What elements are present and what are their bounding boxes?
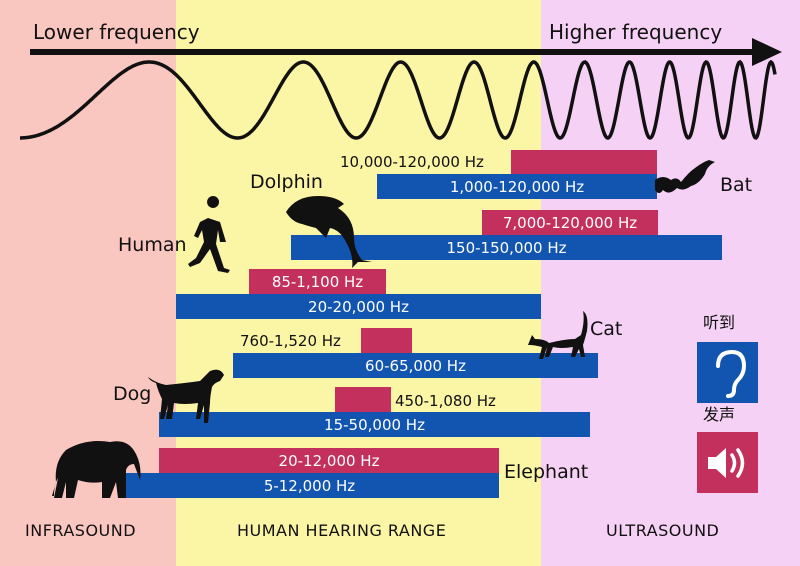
frequency-wave <box>20 59 777 140</box>
human-runner-icon <box>188 196 230 273</box>
dolphin-hearing-bar: 150-150,000 Hz <box>291 235 722 260</box>
cat-label: Cat <box>590 318 623 340</box>
dog-vocal-bar <box>335 387 391 412</box>
elephant-hearing-bar: 5-12,000 Hz <box>120 473 499 498</box>
bat-vocal-label: 10,000-120,000 Hz <box>340 153 484 171</box>
bat-label: Bat <box>720 174 753 196</box>
cat-icon <box>528 311 588 359</box>
human-vocal-bar: 85-1,100 Hz <box>249 269 386 294</box>
dolphin-icon <box>286 196 372 268</box>
speaker-icon <box>697 432 758 493</box>
dolphin-label: Dolphin <box>250 171 323 193</box>
elephant-icon <box>52 441 141 498</box>
arrow-head-icon <box>752 38 782 66</box>
speak-legend-label: 发声 <box>703 405 736 424</box>
human-hearing-range-label: HUMAN HEARING RANGE <box>237 521 447 540</box>
cat-vocal-bar <box>361 328 412 353</box>
dog-icon <box>148 369 224 423</box>
bat-hearing-bar: 1,000-120,000 Hz <box>377 174 657 199</box>
bat-icon <box>655 160 715 193</box>
lower-frequency-label: Lower frequency <box>33 20 200 44</box>
ultrasound-label: ULTRASOUND <box>606 521 720 540</box>
dolphin-vocal-bar: 7,000-120,000 Hz <box>482 210 658 235</box>
elephant-label: Elephant <box>504 461 589 483</box>
elephant-vocal-bar: 20-12,000 Hz <box>159 448 499 473</box>
dog-label: Dog <box>113 383 152 405</box>
dog-vocal-label: 450-1,080 Hz <box>395 392 496 410</box>
cat-hearing-bar: 60-65,000 Hz <box>233 353 598 378</box>
hear-legend-label: 听到 <box>703 313 736 332</box>
human-hearing-bar: 20-20,000 Hz <box>176 294 541 319</box>
infrasound-label: INFRASOUND <box>25 521 137 540</box>
ear-icon <box>697 342 758 403</box>
dog-hearing-bar: 15-50,000 Hz <box>159 412 590 437</box>
cat-vocal-label: 760-1,520 Hz <box>240 332 341 350</box>
bat-vocal-bar <box>511 150 657 174</box>
human-label: Human <box>118 234 187 256</box>
higher-frequency-label: Higher frequency <box>549 20 723 44</box>
